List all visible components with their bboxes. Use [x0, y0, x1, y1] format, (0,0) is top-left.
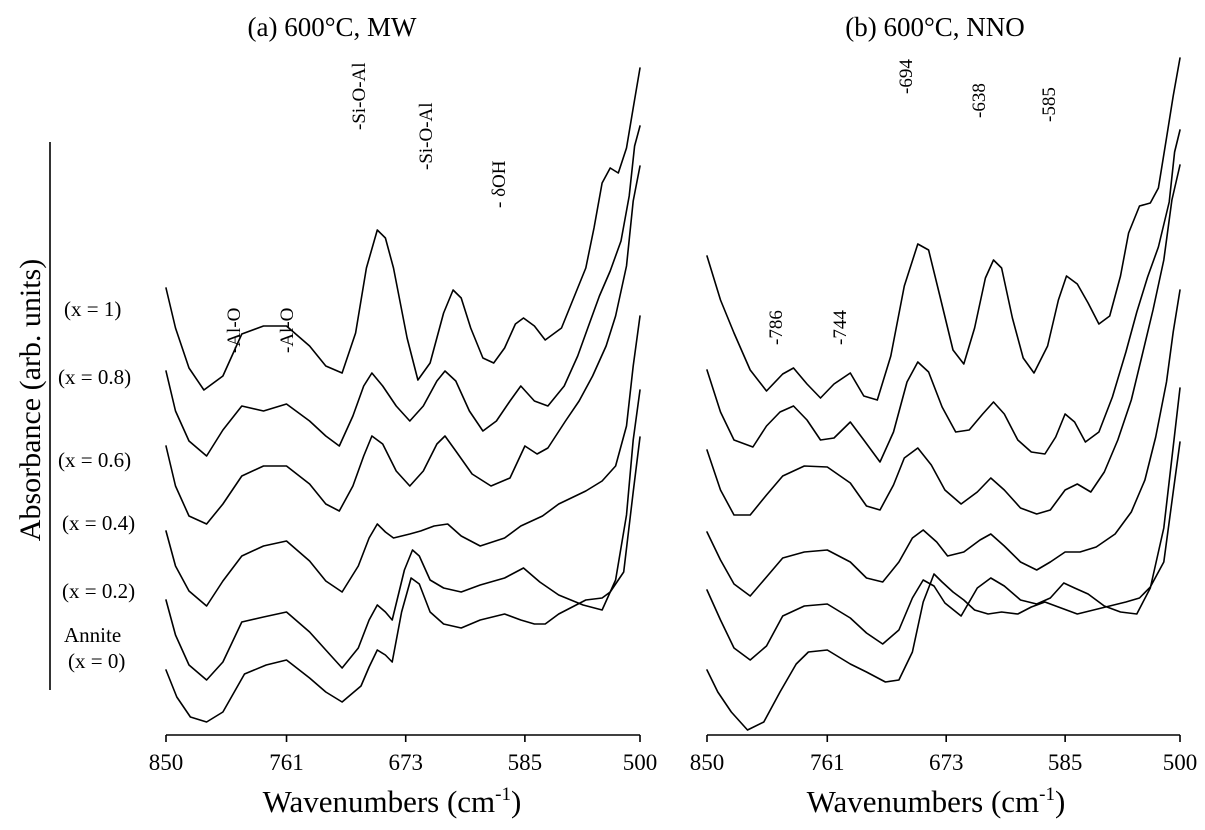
panel-a-mw: (a) 600°C, MW 850 761 673 585 500 -Al-O -Al-O…: [149, 12, 658, 819]
x-tick-label: 500: [623, 750, 658, 775]
spectrum-curve: [165, 67, 641, 391]
peak-annotation: -638: [969, 83, 990, 118]
sample-label-x1: (x = 1): [64, 297, 121, 321]
spectrum-curve: [165, 125, 641, 457]
spectrum-curve: [706, 387, 1181, 661]
panel-b-peak-annotations: -786 -744 -694 -638 -585: [766, 59, 1060, 345]
peak-annotation: -Al-O: [277, 308, 298, 353]
peak-annotation: -744: [830, 310, 851, 345]
panel-a-curves: [165, 67, 641, 723]
panel-a-title: (a) 600°C, MW: [247, 12, 417, 42]
y-axis-label: Absorbance (arb. units): [14, 259, 47, 541]
panel-b-title: (b) 600°C, NNO: [845, 12, 1025, 42]
x-tick-label: 761: [810, 750, 845, 775]
spectrum-curve: [706, 289, 1181, 597]
x-tick-label: 761: [269, 750, 304, 775]
sample-label-x06: (x = 0.6): [58, 448, 131, 472]
panel-a-x-axis-label: Wavenumbers (cm-1): [263, 784, 522, 819]
panel-a-x-ticks: 850 761 673 585 500: [149, 735, 658, 775]
sample-labels: (x = 1) (x = 0.8) (x = 0.6) (x = 0.4) (x…: [58, 297, 135, 673]
peak-annotation: -Al-O: [224, 308, 245, 353]
spectrum-curve: [706, 441, 1181, 731]
x-tick-label: 585: [1048, 750, 1083, 775]
x-tick-label: 673: [929, 750, 964, 775]
peak-annotation: -Si-O-Al: [349, 62, 370, 130]
spectrum-curve: [706, 129, 1181, 463]
sample-label-x0: (x = 0): [68, 649, 125, 673]
panel-b-x-ticks: 850 761 673 585 500: [690, 735, 1198, 775]
x-tick-label: 850: [149, 750, 184, 775]
sample-label-x08: (x = 0.8): [58, 365, 131, 389]
sample-label-x02: (x = 0.2): [62, 579, 135, 603]
peak-annotation: -694: [896, 59, 917, 94]
spectrum-curve: [165, 315, 641, 607]
panel-b-nno: (b) 600°C, NNO 850 761 673 585 500 -786 -744-…: [690, 12, 1198, 819]
peak-annotation: -Si-O-Al: [416, 102, 437, 170]
spectrum-curve: [706, 164, 1181, 516]
panel-b-curves: [706, 57, 1181, 731]
spectrum-curve: [165, 389, 641, 681]
sample-label-x04: (x = 0.4): [62, 511, 135, 535]
panel-a-peak-annotations: -Al-O -Al-O -Si-O-Al -Si-O-Al - δOH: [224, 62, 510, 353]
spectrum-curve: [165, 436, 641, 723]
panel-b-x-axis-label: Wavenumbers (cm-1): [807, 784, 1066, 819]
spectrum-curve: [706, 57, 1181, 401]
peak-annotation: -786: [766, 310, 787, 345]
peak-annotation: -585: [1039, 87, 1060, 122]
sample-label-annite: Annite: [64, 623, 121, 647]
x-tick-label: 850: [690, 750, 725, 775]
peak-annotation: - δOH: [489, 160, 510, 208]
x-tick-label: 500: [1163, 750, 1198, 775]
spectrum-curve: [165, 165, 641, 525]
x-tick-label: 585: [508, 750, 543, 775]
x-tick-label: 673: [388, 750, 423, 775]
